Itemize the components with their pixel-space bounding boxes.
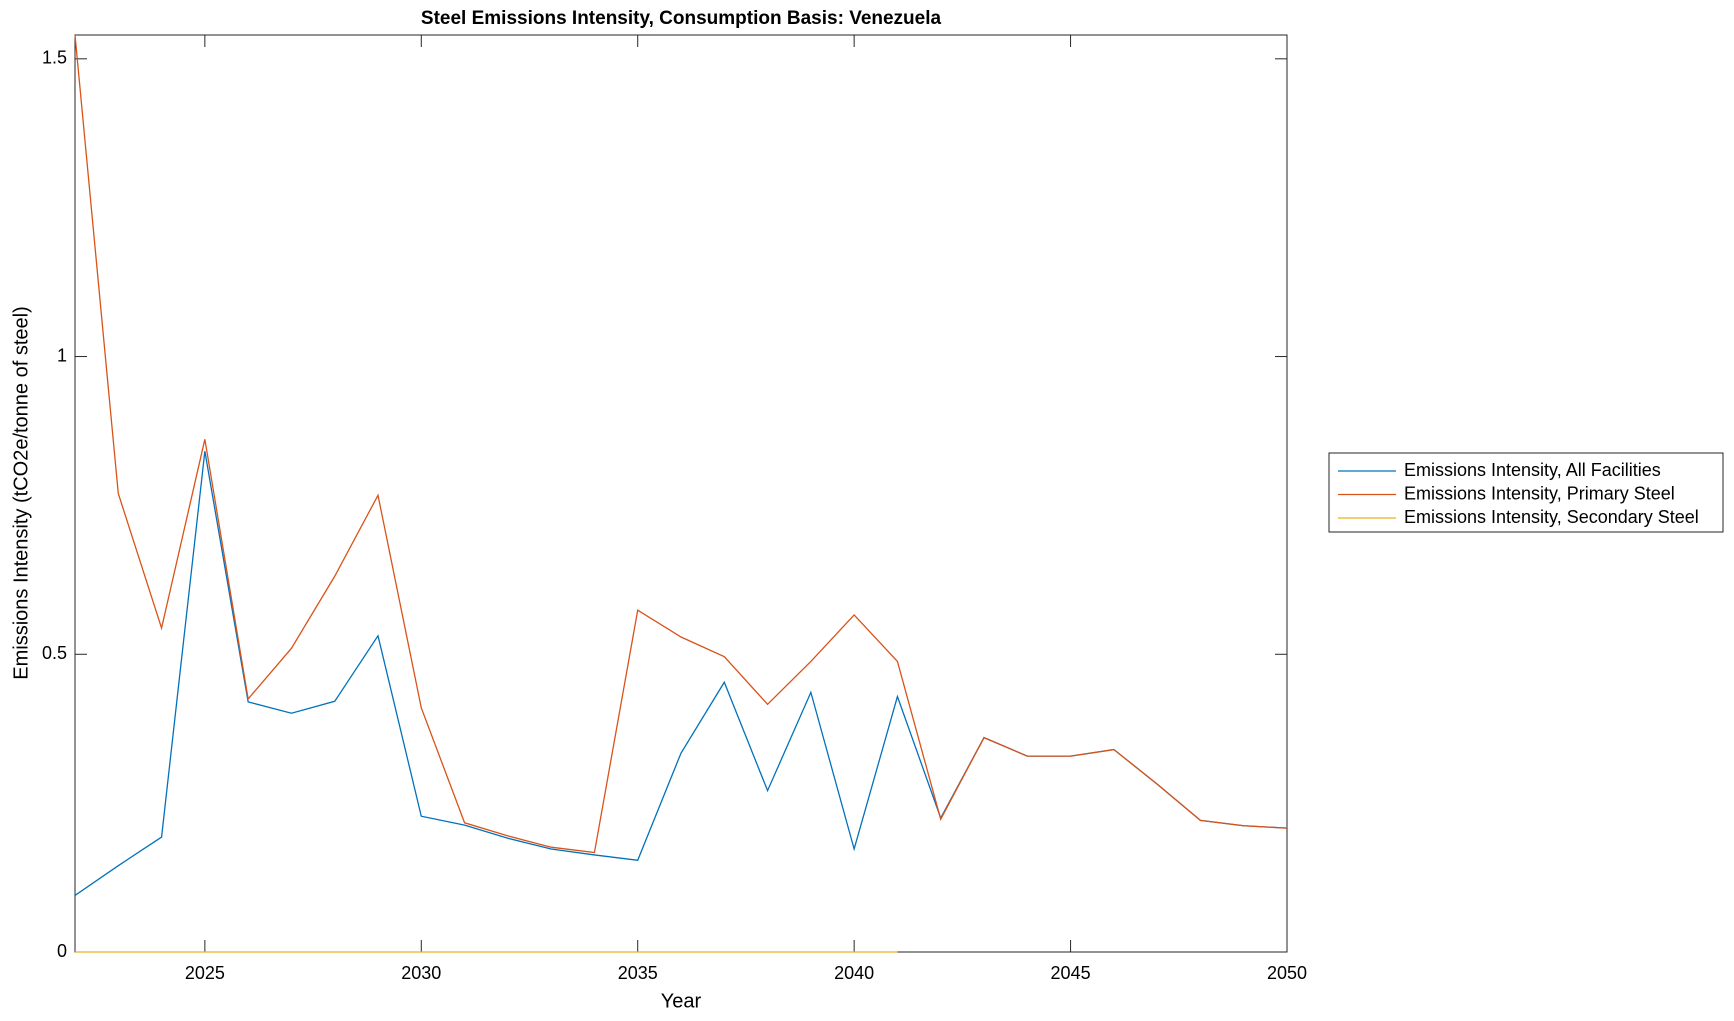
x-axis-label: Year: [661, 990, 702, 1012]
y-tick-label: 1: [57, 345, 67, 365]
legend-label: Emissions Intensity, All Facilities: [1404, 460, 1661, 480]
x-tick-label: 2040: [834, 963, 874, 983]
chart-title: Steel Emissions Intensity, Consumption B…: [421, 8, 942, 29]
x-tick-label: 2030: [401, 963, 441, 983]
x-tick-label: 2035: [618, 963, 658, 983]
x-tick-label: 2045: [1051, 963, 1091, 983]
x-tick-label: 2025: [185, 963, 225, 983]
legend-label: Emissions Intensity, Primary Steel: [1404, 483, 1675, 503]
plot-area: [74, 34, 1288, 953]
y-tick-label: 0: [57, 941, 67, 961]
y-tick-label: 1.5: [42, 48, 67, 68]
legend-box: [1328, 452, 1724, 533]
series-line: [74, 34, 1288, 854]
y-axis-label: Emissions Intensity (tCO2e/tonne of stee…: [10, 306, 32, 680]
x-tick-label: 2050: [1267, 963, 1307, 983]
legend-label: Emissions Intensity, Secondary Steel: [1404, 507, 1699, 527]
y-tick-label: 0.5: [42, 643, 67, 663]
